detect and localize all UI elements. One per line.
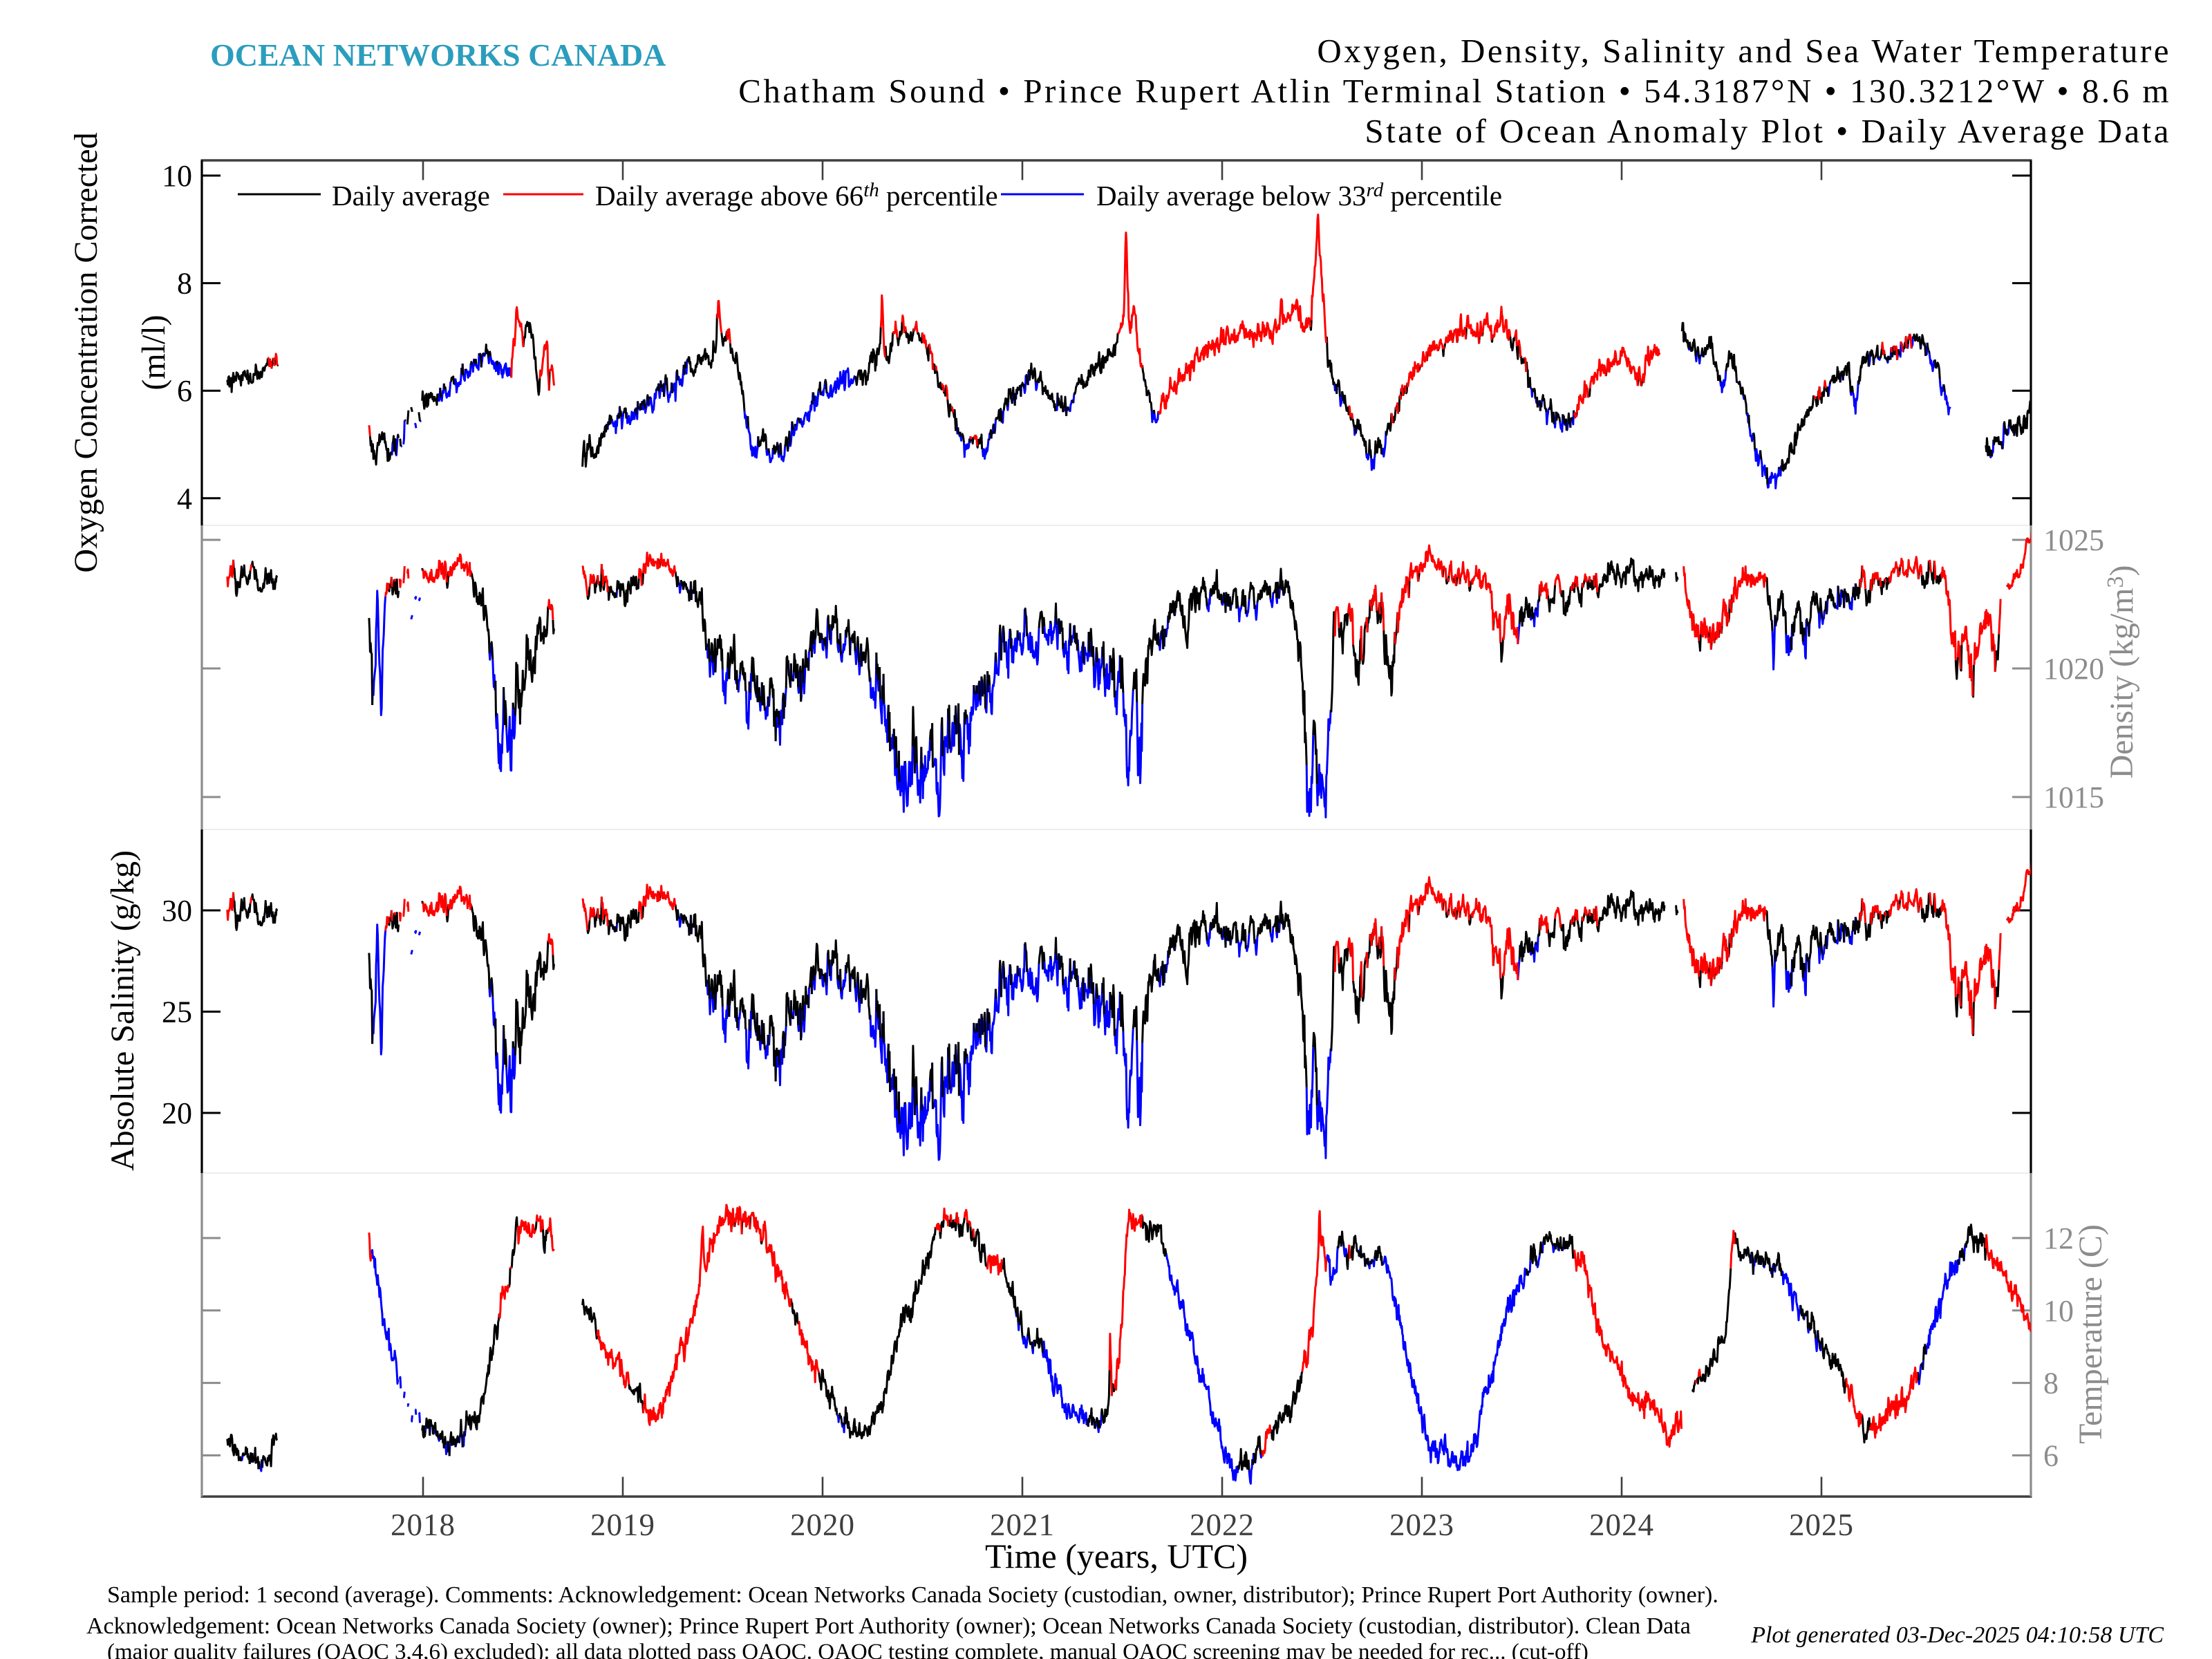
svg-text:Oxygen, Density, Salinity and: Oxygen, Density, Salinity and Sea Water … [1317, 32, 2171, 70]
svg-text:Time (years, UTC): Time (years, UTC) [985, 1537, 1248, 1575]
svg-text:2025: 2025 [1789, 1508, 1854, 1542]
svg-text:1015: 1015 [2043, 780, 2104, 814]
svg-text:8: 8 [2043, 1367, 2059, 1400]
svg-text:2020: 2020 [790, 1508, 855, 1542]
svg-text:Density (kg/m3): Density (kg/m3) [2103, 565, 2140, 779]
svg-text:OCEAN NETWORKS CANADA: OCEAN NETWORKS CANADA [210, 37, 666, 73]
svg-text:25: 25 [162, 995, 192, 1029]
svg-text:20: 20 [162, 1096, 192, 1130]
svg-text:2023: 2023 [1389, 1508, 1454, 1542]
svg-text:4: 4 [177, 482, 192, 516]
svg-text:Oxygen Concentration Corrected: Oxygen Concentration Corrected [68, 132, 104, 572]
svg-text:30: 30 [162, 894, 192, 928]
svg-text:State of Ocean Anomaly Plot •: State of Ocean Anomaly Plot • Daily Aver… [1365, 112, 2171, 150]
svg-text:(ml/l): (ml/l) [135, 315, 172, 390]
svg-text:2021: 2021 [990, 1508, 1055, 1542]
svg-text:Acknowledgement: Ocean Network: Acknowledgement: Ocean Networks Canada S… [86, 1613, 1691, 1639]
svg-text:Daily average: Daily average [332, 180, 490, 212]
svg-text:1025: 1025 [2043, 523, 2104, 557]
svg-text:Daily average below 33rd perce: Daily average below 33rd percentile [1096, 179, 1502, 212]
svg-text:2024: 2024 [1589, 1508, 1654, 1542]
svg-text:Plot generated 03-Dec-2025 04:: Plot generated 03-Dec-2025 04:10:58 UTC [1750, 1622, 2164, 1648]
svg-text:Sample period: 1 second (avera: Sample period: 1 second (average). Comme… [107, 1582, 1718, 1608]
svg-text:6: 6 [2043, 1438, 2059, 1472]
svg-text:Absolute Salinity (g/kg): Absolute Salinity (g/kg) [104, 850, 141, 1171]
svg-text:12: 12 [2043, 1221, 2074, 1255]
svg-text:Daily average above 66th perce: Daily average above 66th percentile [595, 179, 998, 212]
svg-text:10: 10 [2043, 1294, 2074, 1328]
svg-text:10: 10 [162, 159, 192, 193]
svg-text:1020: 1020 [2043, 652, 2104, 686]
svg-text:2018: 2018 [391, 1508, 456, 1542]
svg-text:Chatham Sound • Prince Rupert: Chatham Sound • Prince Rupert Atlin Term… [738, 72, 2171, 110]
svg-text:Temperature (C): Temperature (C) [2072, 1224, 2109, 1444]
svg-text:2019: 2019 [590, 1508, 655, 1542]
svg-text:(major quality failures (QAQC: (major quality failures (QAQC 3,4,6) exc… [107, 1640, 1588, 1659]
svg-text:6: 6 [177, 374, 192, 408]
svg-text:8: 8 [177, 267, 192, 301]
svg-text:2022: 2022 [1190, 1508, 1255, 1542]
